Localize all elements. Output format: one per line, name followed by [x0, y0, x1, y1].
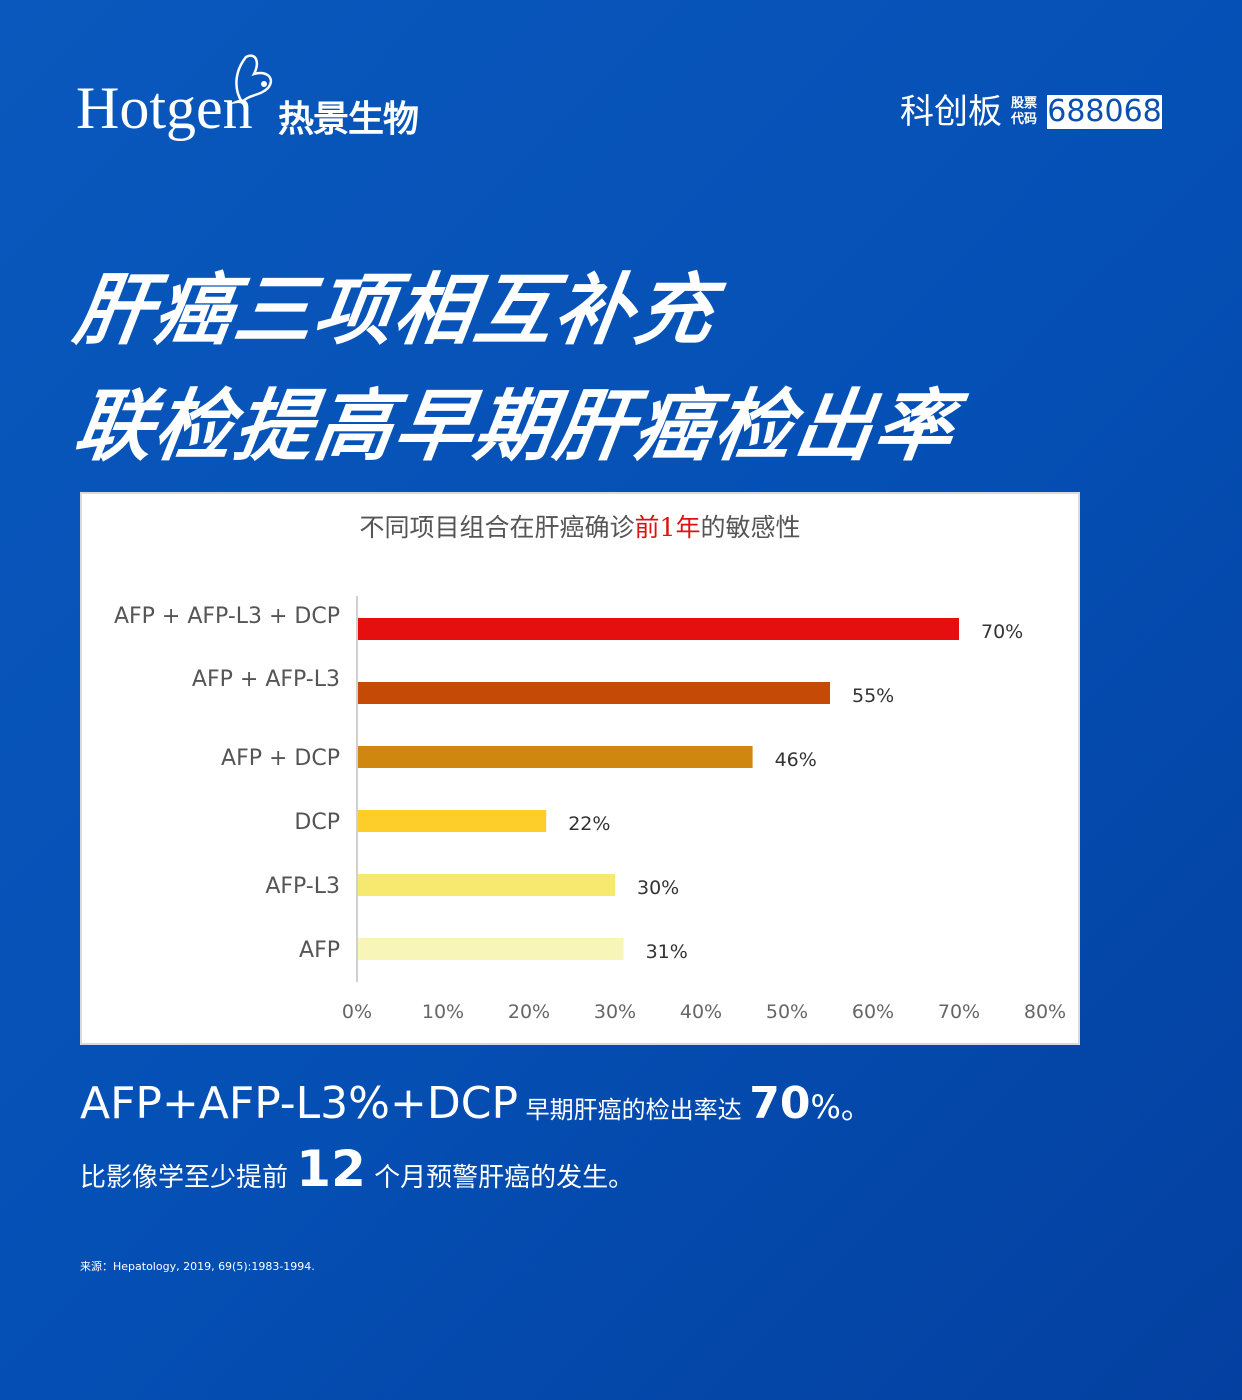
data-label: 31%	[646, 941, 688, 963]
x-tick-label: 0%	[342, 1001, 372, 1023]
x-tick-label: 30%	[594, 1001, 636, 1023]
category-label: AFP + AFP-L3	[192, 667, 340, 692]
data-label: 55%	[852, 685, 894, 707]
x-tick-label: 40%	[680, 1001, 722, 1023]
data-label: 70%	[981, 621, 1023, 643]
bar	[358, 746, 753, 768]
x-tick-label: 80%	[1024, 1001, 1066, 1023]
stock-label-2: 代码	[1011, 112, 1038, 127]
bar	[358, 810, 547, 832]
summary-percent: %。	[810, 1088, 873, 1126]
summary-line-2: 比影像学至少提前 12 个月预警肝癌的发生。	[80, 1140, 634, 1198]
x-tick-label: 10%	[422, 1001, 464, 1023]
data-label: 22%	[568, 813, 610, 835]
logo-text-cn: 热景生物	[278, 99, 419, 140]
bar-chart: 70% AFP + AFP-L3 + DCP 55% AFP + AFP-L3 46% A…	[114, 596, 1066, 1023]
x-tick-label: 70%	[938, 1001, 980, 1023]
board-label: 科创板	[900, 92, 1002, 132]
bar	[358, 618, 959, 640]
x-tick-label: 60%	[852, 1001, 894, 1023]
logo-text-en: Hotgen	[76, 75, 253, 141]
bar	[358, 874, 615, 896]
summary-line-1: AFP+AFP-L3%+DCP 早期肝癌的检出率达 70%。	[80, 1078, 873, 1129]
x-tick-label: 20%	[508, 1001, 550, 1023]
headline-line-2: 联检提高早期肝癌检出率	[68, 382, 962, 472]
chart-panel: 不同项目组合在肝癌确诊前1年的敏感性 70% AFP + AFP-L3 + DCP…	[80, 492, 1080, 1045]
chart-title-pre: 不同项目组合在肝癌确诊	[359, 513, 635, 542]
bar	[358, 938, 624, 960]
x-tick-label: 50%	[766, 1001, 808, 1023]
data-label: 46%	[775, 749, 817, 771]
source-citation: 来源：Hepatology, 2019, 69(5):1983-1994.	[80, 1260, 315, 1273]
chart-title: 不同项目组合在肝癌确诊前1年的敏感性	[82, 508, 1078, 544]
chart-title-highlight: 前1年	[634, 513, 701, 542]
summary-months: 12	[296, 1140, 366, 1198]
summary-combo: AFP+AFP-L3%+DCP	[80, 1078, 518, 1129]
data-label: 30%	[637, 877, 679, 899]
category-label: DCP	[294, 810, 340, 835]
summary-rate: 70	[749, 1078, 811, 1129]
category-label: AFP + DCP	[221, 746, 340, 771]
headline-line-1: 肝癌三项相互补充	[68, 266, 722, 356]
category-label: AFP-L3	[265, 874, 340, 899]
butterfly-logo-icon	[228, 52, 278, 116]
category-label: AFP + AFP-L3 + DCP	[114, 604, 340, 629]
stock-label-1: 股票	[1011, 96, 1038, 111]
chart-title-post: 的敏感性	[700, 513, 801, 542]
summary-text-1: 早期肝癌的检出率达	[525, 1096, 742, 1124]
category-label: AFP	[299, 938, 340, 963]
summary-text-3: 个月预警肝癌的发生。	[374, 1163, 635, 1193]
stock-label: 股票 代码	[1011, 96, 1037, 128]
bar	[358, 682, 830, 704]
stock-code: 688068	[1047, 94, 1162, 129]
summary-text-2: 比影像学至少提前	[80, 1163, 289, 1193]
